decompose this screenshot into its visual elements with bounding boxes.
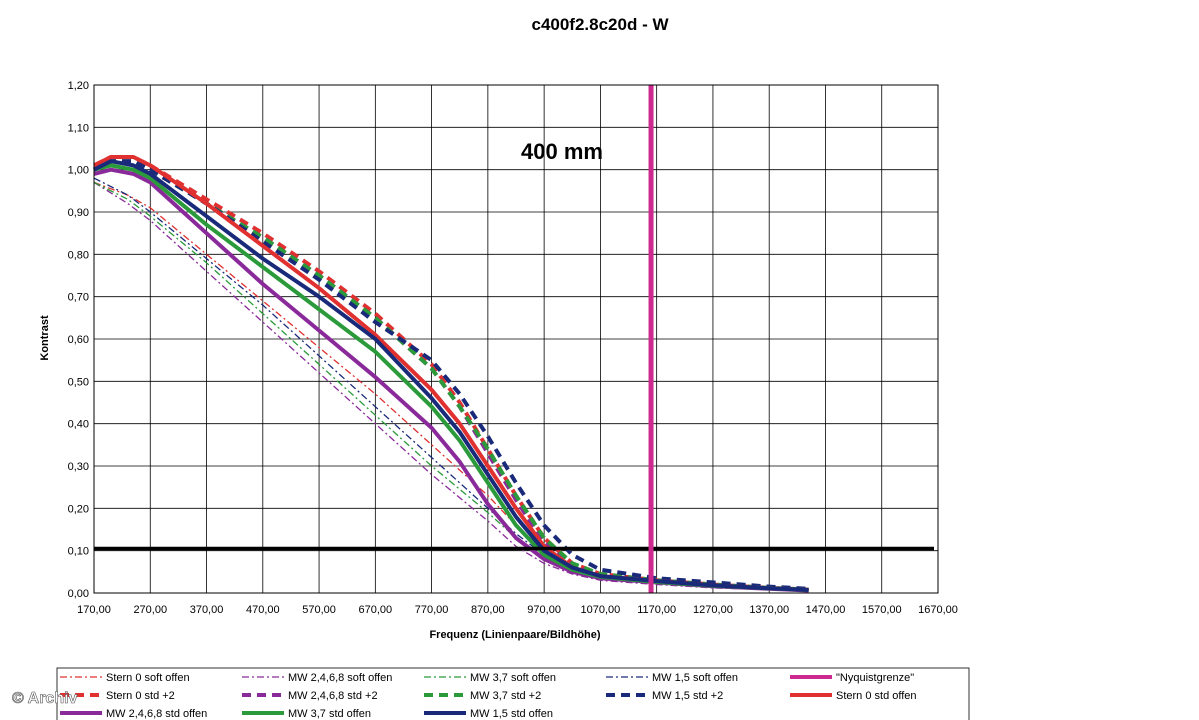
- watermark: © Archiv: [12, 690, 78, 707]
- y-tick-label: 0,50: [68, 376, 89, 388]
- x-tick-label: 1670,00: [918, 604, 958, 616]
- y-axis-label: Kontrast: [39, 315, 51, 361]
- legend-label: MW 2,4,6,8 std offen: [106, 708, 207, 720]
- series-line: [93, 177, 809, 592]
- x-tick-label: 1170,00: [637, 604, 676, 616]
- x-tick-label: 370,00: [190, 604, 224, 616]
- series-line: [93, 181, 809, 592]
- legend-label: MW 3,7 std offen: [288, 708, 371, 720]
- annotation-400mm: 400 mm: [521, 139, 603, 164]
- x-tick-label: 170,00: [77, 604, 111, 616]
- y-tick-label: 0,90: [68, 207, 89, 219]
- x-tick-label: 1270,00: [693, 604, 733, 616]
- x-tick-label: 870,00: [471, 604, 505, 616]
- y-tick-label: 0,10: [68, 546, 89, 558]
- y-tick-label: 1,00: [68, 165, 89, 177]
- x-tick-label: 1370,00: [749, 604, 789, 616]
- x-tick-label: 1570,00: [862, 604, 902, 616]
- series-line: [93, 159, 809, 592]
- y-tick-label: 0,60: [68, 334, 89, 346]
- series-line: [93, 159, 809, 592]
- legend-label: MW 2,4,6,8 std +2: [288, 690, 378, 702]
- y-tick-label: 1,20: [68, 80, 89, 92]
- x-tick-label: 1470,00: [806, 604, 846, 616]
- x-tick-labels: 170,00 270,00 370,00 470,00 570,00 670,00 770,…: [77, 604, 958, 616]
- series-line: [93, 167, 809, 593]
- y-tick-label: 1,10: [68, 122, 89, 134]
- legend-label: Stern 0 std offen: [836, 690, 917, 702]
- x-tick-label: 270,00: [133, 604, 167, 616]
- legend-label: MW 1,5 std offen: [470, 708, 553, 720]
- y-tick-label: 0,70: [68, 292, 89, 304]
- y-tick-labels: 0,00 0,10 0,20 0,30 0,40 0,50 0,60 0,70 0,80 0,90…: [68, 80, 89, 600]
- chart-title: c400f2.8c20d - W: [531, 15, 669, 34]
- legend-label: Stern 0 std +2: [106, 690, 175, 702]
- x-tick-label: 670,00: [359, 604, 393, 616]
- legend-label: MW 3,7 soft offen: [470, 672, 556, 684]
- legend-label: MW 3,7 std +2: [470, 690, 541, 702]
- legend-label: "Nyquistgrenze": [836, 672, 914, 684]
- y-tick-label: 0,40: [68, 419, 89, 431]
- series-line: [93, 159, 809, 591]
- y-tick-label: 0,20: [68, 503, 89, 515]
- y-tick-label: 0,30: [68, 461, 89, 473]
- x-tick-label: 770,00: [415, 604, 449, 616]
- legend-label: MW 2,4,6,8 soft offen: [288, 672, 392, 684]
- y-tick-label: 0,80: [68, 249, 89, 261]
- series-lines: [93, 85, 934, 593]
- x-tick-label: 1070,00: [581, 604, 621, 616]
- legend-label: Stern 0 soft offen: [106, 672, 190, 684]
- legend: Stern 0 soft offen MW 2,4,6,8 soft offen M…: [56, 667, 970, 720]
- series-line: [93, 181, 809, 592]
- plot-frame: [93, 84, 939, 594]
- legend-label: MW 1,5 std +2: [652, 690, 723, 702]
- x-tick-label: 970,00: [527, 604, 561, 616]
- x-axis-label: Frequenz (Linienpaare/Bildhöhe): [429, 629, 600, 641]
- x-tick-label: 570,00: [302, 604, 336, 616]
- series-line: [93, 181, 809, 592]
- y-tick-label: 0,00: [68, 588, 89, 600]
- x-tick-label: 470,00: [246, 604, 280, 616]
- series-line: [93, 159, 809, 592]
- legend-label: MW 1,5 soft offen: [652, 672, 738, 684]
